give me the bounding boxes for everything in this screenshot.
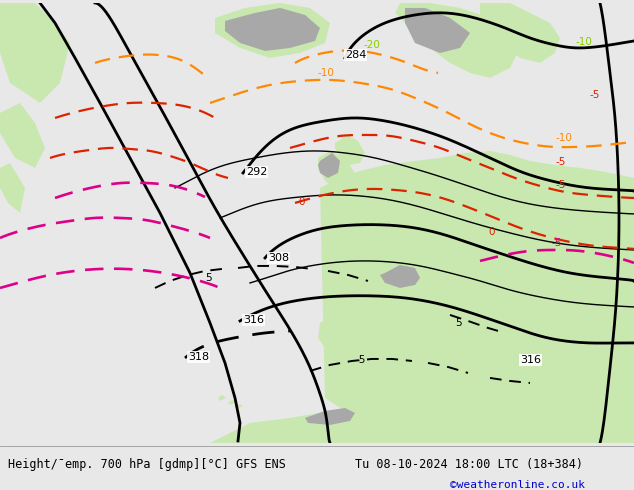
Text: 292: 292: [246, 167, 268, 177]
Text: -10: -10: [556, 133, 573, 143]
Text: 0: 0: [488, 227, 495, 237]
Text: -10: -10: [575, 37, 592, 47]
Polygon shape: [395, 3, 520, 78]
Polygon shape: [520, 288, 542, 311]
Text: -20: -20: [363, 40, 380, 50]
Polygon shape: [335, 135, 365, 165]
Text: -5: -5: [355, 355, 365, 365]
Text: 318: 318: [188, 352, 209, 362]
Polygon shape: [0, 163, 25, 213]
Polygon shape: [480, 3, 560, 63]
Polygon shape: [225, 8, 320, 51]
Text: 0: 0: [298, 197, 304, 207]
Polygon shape: [320, 151, 634, 443]
Polygon shape: [236, 404, 243, 408]
Text: -5: -5: [551, 238, 561, 248]
Text: 284: 284: [345, 50, 366, 60]
Text: -5: -5: [590, 90, 600, 100]
Text: 5: 5: [205, 273, 212, 283]
Text: -5: -5: [555, 180, 566, 190]
Text: -10: -10: [318, 68, 335, 78]
Polygon shape: [515, 308, 545, 341]
Polygon shape: [215, 3, 330, 58]
Polygon shape: [210, 395, 634, 443]
Polygon shape: [318, 153, 340, 178]
Polygon shape: [228, 400, 236, 405]
Polygon shape: [450, 358, 468, 378]
Text: 5: 5: [455, 318, 462, 328]
Polygon shape: [428, 328, 438, 343]
Polygon shape: [405, 8, 470, 53]
Text: Height/̄emp. 700 hPa [gdmp][°C] GFS ENS: Height/̄emp. 700 hPa [gdmp][°C] GFS ENS: [8, 458, 286, 471]
Polygon shape: [305, 408, 355, 425]
Polygon shape: [422, 343, 434, 358]
Text: -5: -5: [555, 157, 566, 167]
Polygon shape: [380, 265, 420, 288]
Text: ©weatheronline.co.uk: ©weatheronline.co.uk: [450, 480, 585, 490]
Polygon shape: [318, 151, 355, 191]
Text: Tu 08-10-2024 18:00 LTC (18+384): Tu 08-10-2024 18:00 LTC (18+384): [355, 458, 583, 471]
Polygon shape: [0, 3, 70, 103]
Polygon shape: [318, 301, 435, 381]
Text: 316: 316: [520, 355, 541, 365]
Text: 308: 308: [268, 253, 289, 263]
Polygon shape: [0, 103, 45, 168]
Polygon shape: [218, 395, 226, 401]
Text: 316: 316: [243, 315, 264, 325]
